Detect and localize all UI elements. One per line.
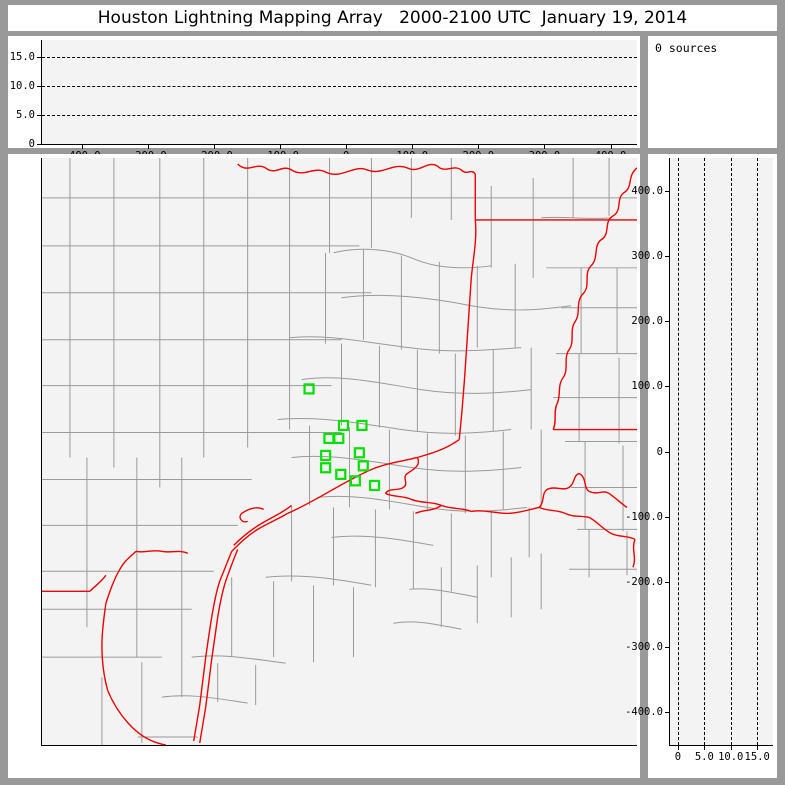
y-tick-label: -300.0	[41, 641, 42, 653]
y-tick-mark	[37, 144, 42, 145]
y-tick-label: 100.0	[41, 380, 42, 392]
map-geography	[42, 158, 637, 745]
y-tick-label: 0	[28, 138, 35, 150]
x-tick-mark	[280, 745, 281, 746]
x-tick-mark	[213, 144, 215, 149]
county-borders	[42, 158, 637, 745]
gridline-vertical	[677, 158, 679, 745]
time-height-plot-area[interactable]: 05.010.015.0-400.0-300.0-200.0-100.00100…	[10, 40, 637, 162]
y-tick-label: -300.0	[625, 641, 663, 654]
lma-station-marker	[323, 432, 335, 445]
y-tick-label: 0	[656, 445, 663, 458]
y-tick-label: 300.0	[631, 249, 663, 262]
y-tick-mark	[37, 86, 42, 88]
x-tick-label: 15.0	[744, 751, 770, 763]
x-tick-mark	[611, 745, 612, 746]
east-west-plot-area[interactable]: -400.0 -300.0 -200.0 -100.0 0 100.0 200.0 300.0…	[625, 158, 773, 763]
x-tick-mark	[82, 745, 83, 746]
y-tick-mark	[665, 516, 670, 518]
time-height-panel: 05.010.015.0-400.0-300.0-200.0-100.00100…	[8, 36, 640, 162]
lma-station-marker	[333, 432, 345, 445]
y-tick-mark	[665, 581, 670, 583]
x-tick-mark	[544, 144, 546, 149]
east-west-projection-panel: -400.0 -300.0 -200.0 -100.0 0 100.0 200.0 300.0…	[625, 154, 777, 778]
x-tick-mark	[147, 144, 149, 149]
y-tick-label: 400.0	[631, 184, 663, 197]
gridline-vertical	[757, 158, 759, 745]
y-tick-label: -200.0	[41, 576, 42, 588]
gridline-vertical	[704, 158, 706, 745]
x-tick-mark	[610, 144, 612, 149]
lma-station-marker	[368, 479, 381, 492]
y-tick-label: 300.0	[41, 250, 42, 262]
y-tick-mark	[37, 57, 42, 59]
plan-view-map-panel: -400.0 -300.0 -200.0 -100.0 0 100.0 200.0 300.0…	[8, 154, 640, 778]
lma-station-marker	[320, 462, 332, 474]
y-tick-label: -400.0	[625, 706, 663, 719]
y-tick-mark	[665, 712, 670, 714]
y-tick-label: 5.0	[16, 109, 35, 122]
x-tick-mark	[346, 745, 347, 746]
lma-station-markers	[303, 383, 381, 492]
y-tick-label: -200.0	[625, 575, 663, 588]
y-tick-mark	[665, 255, 670, 257]
y-tick-mark	[665, 647, 670, 649]
x-tick-mark	[544, 745, 545, 746]
y-tick-label: 15.0	[9, 51, 35, 64]
plan-view-plot-area[interactable]: -400.0 -300.0 -200.0 -100.0 0 100.0 200.0 300.0…	[41, 158, 637, 746]
x-tick-mark	[346, 144, 348, 149]
y-tick-mark	[665, 321, 670, 323]
x-tick-mark	[148, 745, 149, 746]
x-tick-mark	[280, 144, 281, 149]
y-tick-label: 200.0	[41, 315, 42, 327]
x-tick-mark	[214, 745, 215, 746]
source-count-panel: 0 sources	[648, 36, 777, 148]
lma-station-marker	[357, 460, 369, 472]
lma-station-marker	[349, 475, 361, 487]
lma-station-marker	[337, 419, 350, 432]
y-tick-label: 400.0	[41, 185, 42, 197]
y-tick-label: 100.0	[631, 380, 663, 393]
x-tick-mark	[704, 745, 706, 750]
x-tick-mark	[478, 745, 479, 746]
y-tick-label: -400.0	[41, 706, 42, 718]
lma-station-marker	[320, 449, 332, 461]
x-tick-mark	[412, 745, 413, 746]
x-tick-mark	[81, 144, 83, 149]
gridline-vertical	[730, 158, 732, 745]
y-tick-mark	[37, 115, 42, 117]
x-tick-mark	[757, 745, 759, 750]
y-tick-label: 200.0	[631, 315, 663, 328]
y-tick-label: -100.0	[625, 510, 663, 523]
source-count-label: 0 sources	[655, 41, 718, 55]
x-tick-mark	[478, 144, 480, 149]
lma-station-marker	[356, 419, 368, 432]
lma-station-marker	[335, 468, 347, 480]
page-title: Houston Lightning Mapping Array 2000-210…	[97, 8, 688, 28]
x-tick-mark	[677, 745, 679, 750]
y-tick-label: -100.0	[41, 511, 42, 523]
x-tick-label: 10.0	[718, 751, 744, 763]
x-tick-mark	[730, 745, 732, 750]
y-tick-mark	[665, 190, 670, 192]
y-tick-mark	[665, 386, 670, 388]
lma-station-marker	[303, 383, 315, 395]
state-borders	[42, 163, 637, 745]
lma-station-marker	[353, 447, 365, 459]
y-tick-label: 0	[41, 446, 42, 458]
x-tick-label: 5.0	[694, 751, 714, 763]
gridline-horizontal	[42, 115, 637, 117]
x-tick-label: 0	[674, 751, 682, 763]
title-bar: Houston Lightning Mapping Array 2000-210…	[8, 5, 777, 31]
gridline-horizontal	[42, 57, 637, 59]
x-tick-mark	[412, 144, 414, 149]
y-tick-label: 10.0	[9, 80, 35, 93]
gridline-horizontal	[42, 86, 637, 88]
y-tick-mark	[665, 451, 670, 453]
